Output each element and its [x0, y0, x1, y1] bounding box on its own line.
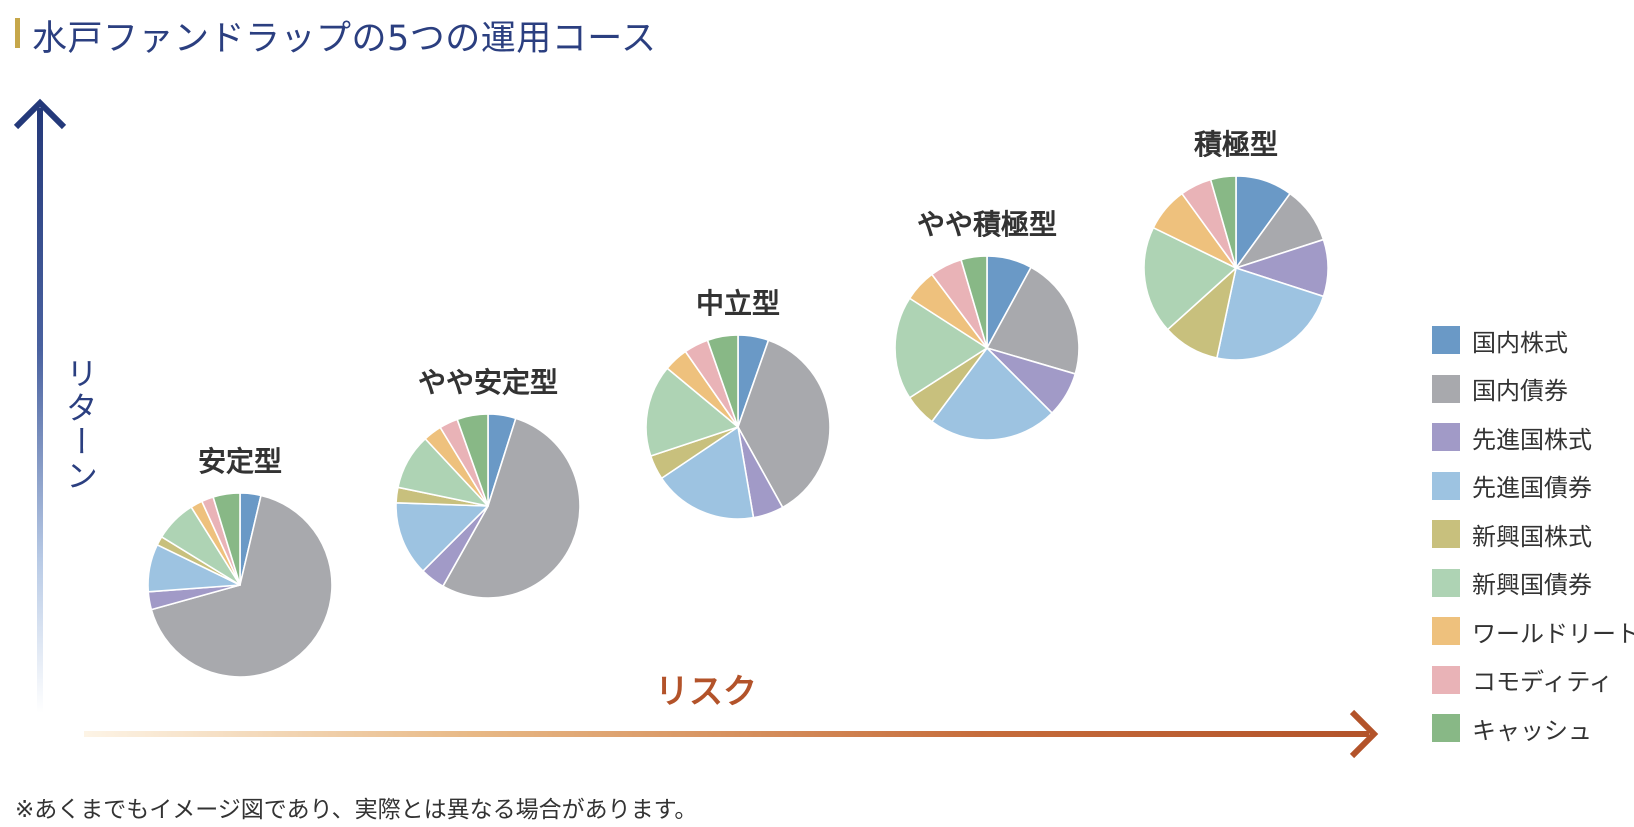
x-axis-arrowhead — [1349, 709, 1379, 759]
legend-swatch — [1432, 423, 1460, 452]
legend-item: 国内債券 — [1432, 365, 1634, 414]
footnote: ※あくまでもイメージ図であり、実際とは異なる場合があります。 — [15, 797, 698, 823]
pie-slice — [1143, 226, 1237, 331]
pie-title: やや積極型 — [917, 208, 1057, 241]
legend-label: 国内株式 — [1472, 328, 1568, 357]
legend-item: ワールドリート — [1432, 607, 1634, 656]
pie-3: 中立型 — [645, 287, 831, 520]
pie-slice — [986, 266, 1080, 375]
y-axis-label: リターン — [61, 357, 99, 493]
pie-title: 中立型 — [696, 287, 780, 320]
y-axis-arrowhead — [13, 98, 67, 130]
legend-swatch — [1432, 617, 1460, 646]
legend-swatch — [1432, 665, 1460, 694]
legend: 国内株式国内債券先進国株式先進国債券新興国株式新興国債券ワールドリート コモディテ… — [1432, 316, 1634, 753]
pie-title: やや安定型 — [418, 366, 558, 399]
legend-item: キャッシュ — [1432, 704, 1634, 753]
legend-swatch — [1432, 520, 1460, 549]
legend-item: 新興国債券 — [1432, 559, 1634, 608]
pie-2: やや安定型 — [395, 366, 581, 599]
legend-item: 先進国債券 — [1432, 462, 1634, 511]
legend-label: キャッシュ — [1472, 716, 1592, 745]
legend-swatch — [1432, 568, 1460, 597]
pie-slice — [395, 502, 489, 572]
pie-title: 安定型 — [198, 445, 282, 478]
pie-slice — [706, 334, 739, 428]
pie-slice — [1209, 175, 1237, 269]
legend-swatch — [1432, 714, 1460, 743]
pie-slice — [442, 417, 581, 599]
legend-label: 先進国株式 — [1472, 425, 1592, 454]
legend-label: 新興国株式 — [1472, 522, 1592, 551]
legend-swatch — [1432, 471, 1460, 500]
title-accent-bar — [15, 18, 20, 48]
legend-item: コモディティ — [1432, 656, 1634, 705]
pie-title: 積極型 — [1194, 128, 1278, 161]
legend-label: ワールドリート — [1472, 619, 1634, 648]
legend-swatch — [1432, 326, 1460, 355]
page-title: 水戸ファンドラップの5つの運用コース — [32, 19, 657, 59]
y-axis-line — [37, 108, 43, 713]
legend-label: 国内債券 — [1472, 377, 1568, 406]
pie-slice — [456, 413, 489, 507]
legend-label: 新興国債券 — [1472, 571, 1592, 600]
pie-slice — [894, 297, 988, 399]
legend-label: コモディティ — [1472, 668, 1613, 697]
pie-slice — [960, 255, 988, 349]
x-axis-label: リスク — [655, 672, 757, 712]
legend-item: 先進国株式 — [1432, 413, 1634, 462]
legend-item: 新興国株式 — [1432, 510, 1634, 559]
pie-slice — [1216, 267, 1325, 361]
pie-1: 安定型 — [147, 445, 333, 678]
pie-slice — [931, 347, 1053, 441]
pie-slice — [212, 492, 241, 586]
legend-label: 先進国債券 — [1472, 474, 1592, 503]
legend-swatch — [1432, 374, 1460, 403]
x-axis-line — [84, 731, 1369, 737]
legend-item: 国内株式 — [1432, 316, 1634, 365]
pie-slice — [645, 367, 739, 457]
pie-slice — [150, 494, 333, 678]
pie-charts: 安定型 やや安定型 中立型 やや積極型 積極型 — [147, 128, 1329, 678]
pie-4: やや積極型 — [894, 208, 1080, 441]
pie-5: 積極型 — [1143, 128, 1329, 361]
pie-slice — [737, 339, 831, 509]
pie-slice — [660, 426, 755, 520]
